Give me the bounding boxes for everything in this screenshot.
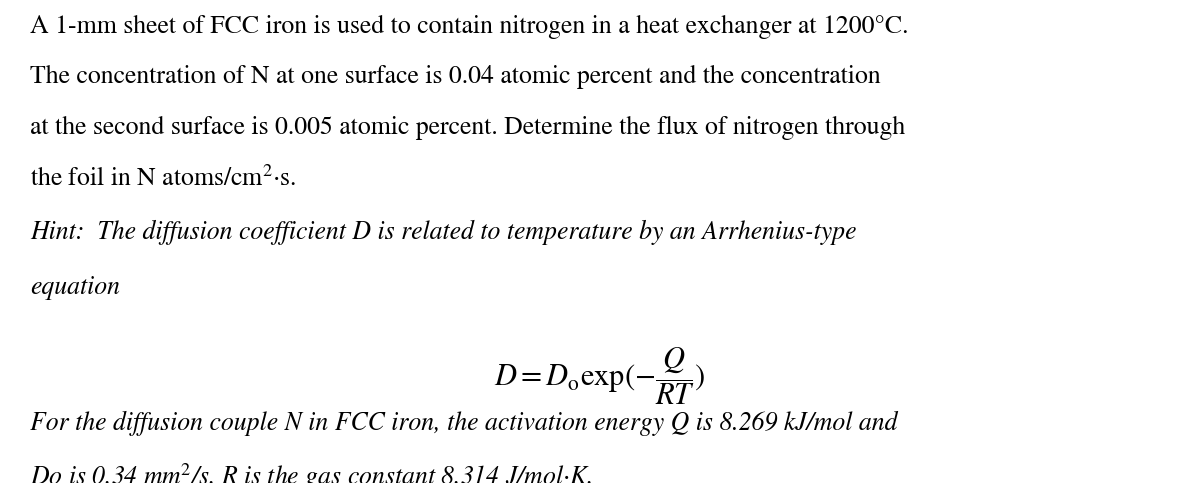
Text: A 1-mm sheet of FCC iron is used to contain nitrogen in a heat exchanger at 1200: A 1-mm sheet of FCC iron is used to cont… [30,14,908,39]
Text: The concentration of N at one surface is 0.04 atomic percent and the concentrati: The concentration of N at one surface is… [30,65,881,89]
Text: the foil in N atoms/cm$^2$$\cdot$s.: the foil in N atoms/cm$^2$$\cdot$s. [30,167,296,192]
Text: For the diffusion couple N in FCC iron, the activation energy Q is 8.269 kJ/mol : For the diffusion couple N in FCC iron, … [30,411,898,436]
Text: Do is 0.34 mm$^2$/s. R is the gas constant 8.314 J/mol$\cdot$K.: Do is 0.34 mm$^2$/s. R is the gas consta… [30,461,593,483]
Text: equation: equation [30,275,120,300]
Text: $D = D_{\mathrm{o}}\mathrm{exp}(-\dfrac{Q}{RT})$: $D = D_{\mathrm{o}}\mathrm{exp}(-\dfrac{… [494,345,706,407]
Text: at the second surface is 0.005 atomic percent. Determine the flux of nitrogen th: at the second surface is 0.005 atomic pe… [30,116,905,140]
Text: Hint:  The diffusion coefficient D is related to temperature by an Arrhenius-typ: Hint: The diffusion coefficient D is rel… [30,220,857,245]
